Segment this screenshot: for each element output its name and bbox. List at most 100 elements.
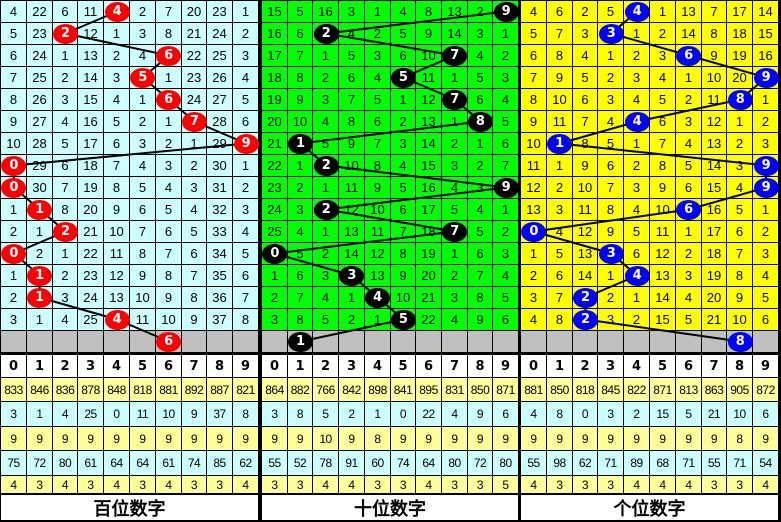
hundreds-hit-ball: 4	[104, 1, 130, 22]
miss-count-cell: 18	[702, 243, 726, 264]
miss-count-cell: 7	[727, 243, 752, 264]
miss-count-cell: 7	[156, 1, 181, 22]
miss-count-cell: 15	[416, 155, 441, 176]
miss-count-cell: 8	[104, 177, 129, 198]
miss-count-cell: 5	[598, 133, 623, 154]
miss-count-cell: 1	[676, 221, 701, 242]
stat-cell: 850	[547, 378, 572, 401]
units-hit-ball: 2	[573, 287, 598, 308]
stat-cell: 3	[262, 402, 287, 426]
miss-count-cell: 2	[727, 133, 752, 154]
stat-cell: 5	[313, 402, 338, 426]
miss-count-cell: 11	[702, 89, 726, 110]
miss-count-cell: 3	[753, 243, 778, 264]
miss-count-cell: 23	[182, 67, 206, 88]
miss-count-cell: 3	[339, 1, 364, 22]
miss-count-cell: 7	[547, 23, 572, 44]
stat-cell: 9	[573, 427, 597, 450]
miss-count-cell: 21	[182, 23, 206, 44]
column-digit-header: 9	[753, 355, 778, 377]
miss-count-cell: 23	[27, 23, 52, 44]
stat-cell: 9	[233, 427, 258, 450]
miss-count-cell: 25	[78, 309, 103, 330]
miss-count-cell: 7	[365, 133, 390, 154]
miss-count-cell: 31	[207, 177, 232, 198]
stat-cell: 11	[130, 402, 155, 426]
stat-cell: 9	[702, 427, 726, 450]
stat-cell: 3	[207, 476, 232, 493]
miss-count-cell: 18	[416, 221, 441, 242]
column-digit-header: 5	[650, 355, 675, 377]
miss-count-cell: 3	[53, 287, 77, 308]
miss-count-cell: 3	[521, 287, 546, 308]
stat-cell: 52	[288, 451, 312, 475]
panel-label-units: 个位数字	[521, 495, 778, 520]
stat-cell: 9	[262, 427, 287, 450]
stat-cell: 4	[313, 476, 338, 493]
miss-count-cell: 4	[547, 221, 572, 242]
miss-count-cell: 36	[207, 287, 232, 308]
stat-cell: 9	[53, 427, 77, 450]
stat-cell: 848	[104, 378, 129, 401]
stat-cell: 818	[573, 378, 597, 401]
miss-count-cell: 10	[365, 199, 390, 220]
miss-count-cell: 1	[27, 221, 52, 242]
miss-count-cell: 3	[182, 177, 206, 198]
miss-count-cell: 12	[521, 177, 546, 198]
stat-cell: 898	[365, 378, 390, 401]
miss-count-cell: 8	[416, 1, 441, 22]
miss-count-cell: 14	[78, 67, 103, 88]
miss-count-cell: 2	[1, 287, 26, 308]
miss-count-cell: 15	[78, 89, 103, 110]
stat-cell: 22	[416, 402, 441, 426]
miss-count-cell: 24	[182, 89, 206, 110]
miss-count-cell: 3	[547, 199, 572, 220]
stat-cell: 6	[493, 402, 518, 426]
hundreds-hit-ball: 2	[53, 23, 78, 44]
miss-count-cell: 26	[27, 89, 52, 110]
miss-count-cell: 3	[493, 243, 518, 264]
stat-cell: 3	[391, 476, 415, 493]
column-digit-header: 7	[702, 355, 726, 377]
miss-count-cell: 7	[573, 111, 597, 132]
miss-count-cell: 11	[416, 67, 441, 88]
stat-cell: 4	[104, 476, 129, 493]
stat-cell: 4	[521, 476, 546, 493]
miss-count-cell: 5	[233, 243, 258, 264]
miss-count-cell: 6	[547, 265, 572, 286]
miss-count-cell: 1	[753, 89, 778, 110]
miss-count-cell: 1	[598, 265, 623, 286]
miss-count-cell: 12	[104, 265, 129, 286]
miss-count-cell: 9	[650, 177, 675, 198]
miss-count-cell: 4	[104, 89, 129, 110]
miss-count-cell: 10	[573, 177, 597, 198]
miss-count-cell: 9	[727, 287, 752, 308]
miss-count-cell: 3	[53, 89, 77, 110]
miss-count-cell: 1	[547, 155, 572, 176]
miss-count-cell: 1	[365, 1, 390, 22]
column-digit-header: 2	[313, 355, 338, 377]
miss-count-cell: 6	[493, 133, 518, 154]
units-hit-ball: 9	[753, 155, 779, 176]
tens-hit-ball: 2	[313, 199, 339, 220]
miss-count-cell: 6	[468, 243, 492, 264]
miss-count-cell: 1	[313, 221, 338, 242]
miss-count-cell: 14	[339, 243, 364, 264]
stat-cell: 9	[521, 427, 546, 450]
miss-count-cell: 1	[650, 1, 675, 22]
miss-count-cell: 4	[676, 133, 701, 154]
miss-count-cell: 5	[1, 23, 26, 44]
miss-count-cell: 7	[493, 155, 518, 176]
miss-count-cell: 4	[493, 89, 518, 110]
current-row-cell	[207, 331, 232, 352]
miss-count-cell: 17	[262, 45, 287, 66]
miss-count-cell: 21	[702, 309, 726, 330]
stat-cell: 75	[1, 451, 26, 475]
stat-cell: 4	[676, 476, 701, 493]
miss-count-cell: 16	[702, 199, 726, 220]
stat-cell: 863	[702, 378, 726, 401]
stat-cell: 15	[650, 402, 675, 426]
miss-count-cell: 8	[702, 23, 726, 44]
miss-count-cell: 9	[339, 133, 364, 154]
column-digit-header: 8	[207, 355, 232, 377]
